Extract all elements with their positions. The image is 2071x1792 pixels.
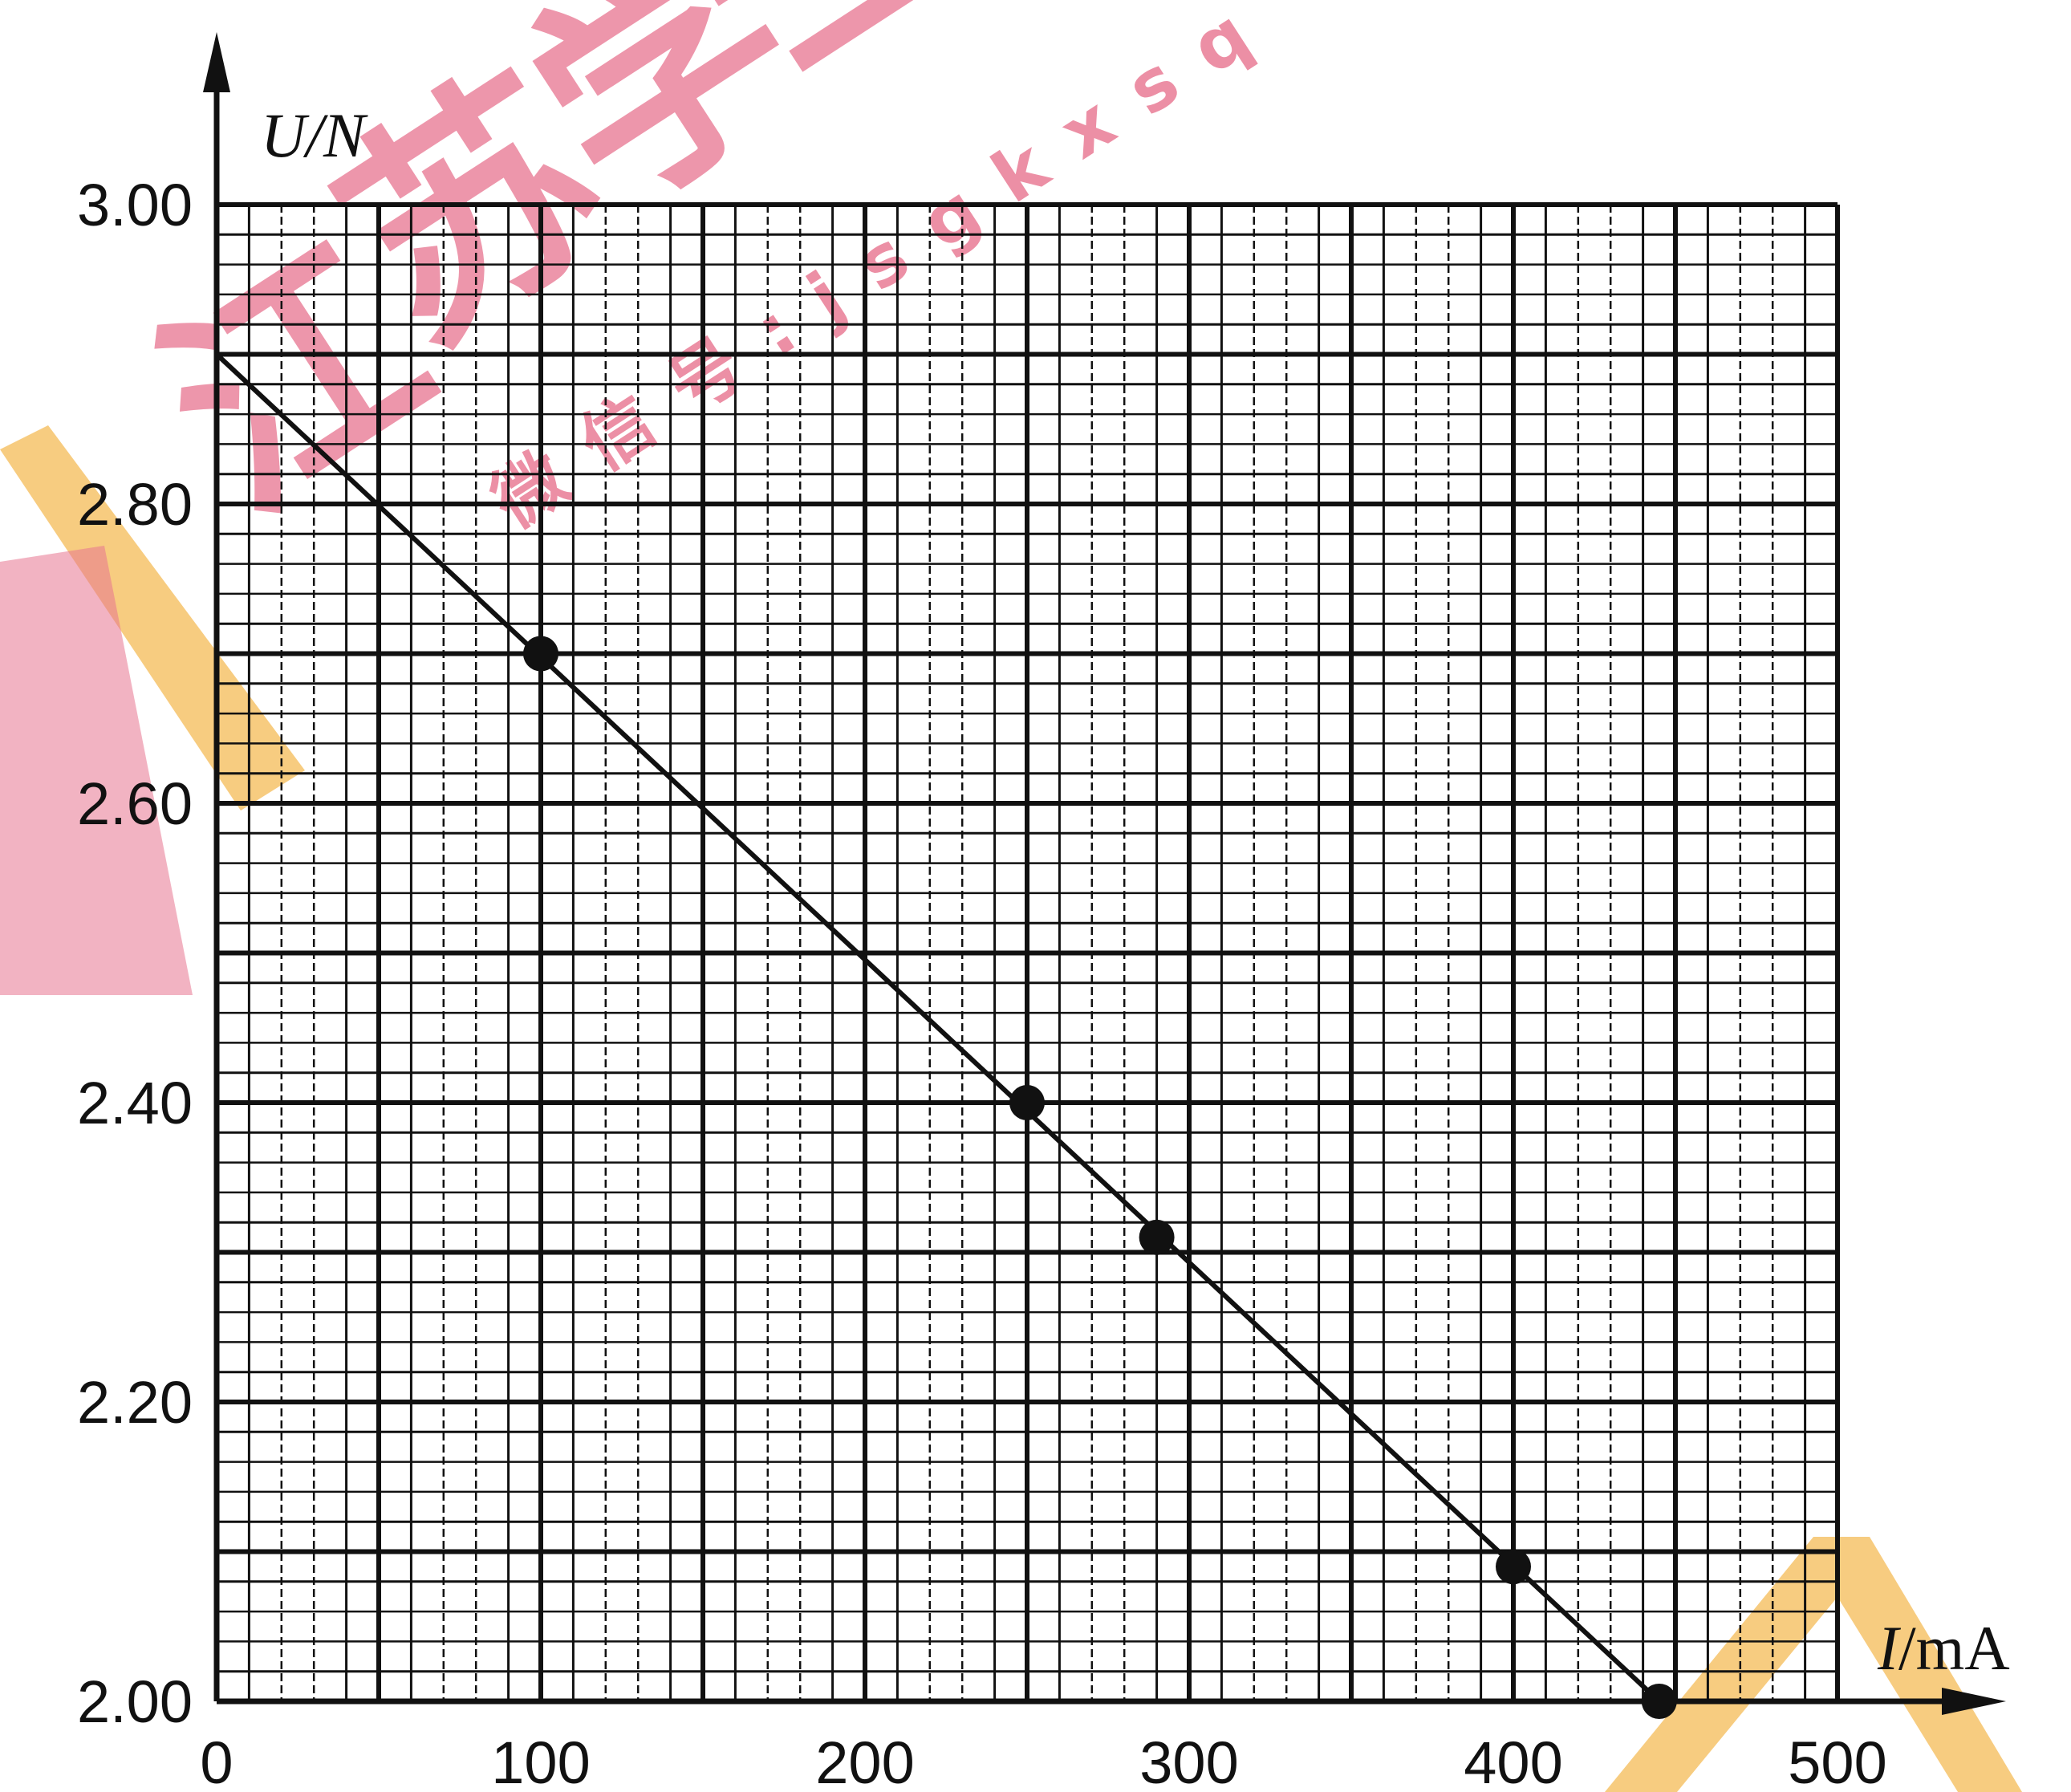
y-tick-label: 2.40 [77, 1070, 193, 1136]
y-tick-label: 2.60 [77, 770, 193, 837]
fit-line [214, 352, 1661, 1704]
x-tick-label: 500 [1788, 1729, 1886, 1792]
y-tick-label: 2.00 [77, 1668, 193, 1735]
data-point [1641, 1684, 1677, 1719]
data-layer [214, 352, 1677, 1719]
data-point [523, 636, 558, 672]
axes-layer: U/N I/mA [203, 32, 2010, 1715]
x-tick-label: 300 [1139, 1729, 1238, 1792]
data-point [1139, 1219, 1175, 1255]
x-axis-arrow-icon [1942, 1688, 2006, 1715]
x-tick-label: 200 [815, 1729, 914, 1792]
grid-layer [214, 202, 1840, 1704]
y-axis-arrow-icon [203, 32, 230, 92]
watermark-shape [0, 546, 193, 995]
tick-labels: 2.00 2.20 2.40 2.60 2.80 3.00 0 100 200 300 400 500 [77, 172, 1887, 1792]
y-axis-label: U/N [261, 100, 368, 170]
x-axis-label-var: I [1877, 1613, 1902, 1683]
x-tick-label: 100 [491, 1729, 590, 1792]
watermark-stripe [1605, 1537, 2022, 1792]
data-point [1496, 1549, 1531, 1585]
data-point [1009, 1085, 1045, 1120]
x-axis-label-unit: /mA [1898, 1613, 2010, 1683]
x-axis-label: I/mA [1877, 1613, 2010, 1683]
x-tick-label: 0 [200, 1729, 233, 1792]
y-tick-label: 3.00 [77, 172, 193, 238]
watermark-layer: 江苏学生微 信 号 : j s g k x s q [0, 0, 2022, 1792]
y-tick-label: 2.80 [77, 471, 193, 538]
y-tick-label: 2.20 [77, 1369, 193, 1436]
x-tick-label: 400 [1464, 1729, 1562, 1792]
